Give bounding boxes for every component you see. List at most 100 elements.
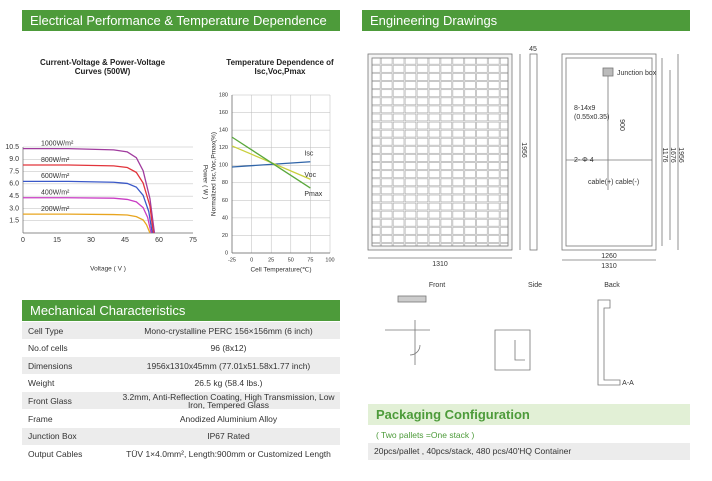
y-tick-label: 80 xyxy=(222,180,228,186)
spec-row: Weight 26.5 kg (58.4 lbs.) xyxy=(22,375,340,392)
drawing-labels: 45 1956 1310 Junction box 8-14x9 (0.55x0… xyxy=(429,46,684,387)
series-label: 200W/m² xyxy=(41,206,70,213)
y-tick-label: 10.5 xyxy=(5,144,19,151)
spec-cell: 96 (8x12) xyxy=(210,343,247,354)
dimension: 1176 xyxy=(661,147,668,162)
section-header: Electrical Performance & Temperature Dep… xyxy=(22,10,340,31)
drawing xyxy=(367,53,679,386)
label: 8-14x9 xyxy=(574,105,596,112)
series-label: 1000W/m² xyxy=(41,140,74,147)
y-tick-label: 1.5 xyxy=(9,218,19,225)
dimension: 45 xyxy=(529,46,537,53)
y-tick-label: 140 xyxy=(219,128,228,134)
y-tick-label: 60 xyxy=(222,198,228,204)
y-tick-label: 3.0 xyxy=(9,205,19,212)
dimension: 900 xyxy=(618,119,625,131)
dimension: 1956 xyxy=(677,147,684,163)
section-header: Packaging Configuration xyxy=(368,404,690,425)
spec-cell: 3.2mm, Anti-Reflection Coating, High Tra… xyxy=(122,391,335,410)
y-tick-label: 120 xyxy=(219,145,228,151)
spec-cell: 1956x1310x45mm (77.01x51.58x1.77 inch) xyxy=(146,360,311,371)
spec-row: Dimensions 1956x1310x45mm (77.01x51.58x1.… xyxy=(22,357,340,375)
y-tick-label: 4.5 xyxy=(9,193,19,200)
packaging-text: 20pcs/pallet , 40pcs/stack, 480 pcs/40'H… xyxy=(368,443,690,460)
dimension: 1310 xyxy=(601,263,617,270)
x-tick-label: 30 xyxy=(87,237,95,244)
spec-row: Cell Type Mono-crystalline PERC 156×156mm… xyxy=(22,322,340,339)
y-tick-label: 160 xyxy=(219,110,228,116)
spec-row: Frame Anodized Aluminium Alloy xyxy=(22,410,340,427)
y-axis-label: Normalized Isc,Voc,Pmax(%) xyxy=(211,132,218,216)
spec-cell: Output Cables xyxy=(28,448,83,459)
x-tick-label: 60 xyxy=(155,237,163,244)
series-line xyxy=(23,197,152,234)
y-tick-label: 40 xyxy=(222,215,228,221)
label: (0.55x0.35) xyxy=(574,114,609,121)
series-line xyxy=(23,147,156,234)
x-tick-label: 50 xyxy=(288,257,294,263)
view-label: Side xyxy=(528,282,542,289)
x-tick-label: 0 xyxy=(21,237,25,244)
series-label: Isc xyxy=(304,151,313,158)
y-tick-label: 9.0 xyxy=(9,156,19,163)
x-tick-label: 75 xyxy=(307,257,313,263)
label: cable(+) cable(-) xyxy=(588,179,639,186)
spec-cell: Junction Box xyxy=(28,431,77,442)
view-label: Back xyxy=(604,282,620,289)
view-label: Front xyxy=(429,282,445,289)
series-label: 800W/m² xyxy=(41,157,70,164)
y-tick-label: 6.0 xyxy=(9,181,19,188)
chart-title: Current-Voltage & Power-Voltage Curves (… xyxy=(39,58,166,76)
spec-cell: 26.5 kg (58.4 lbs.) xyxy=(194,378,263,389)
label: Junction box xyxy=(617,70,657,77)
x-tick-label: -25 xyxy=(228,257,236,263)
spec-row: No.of cells 96 (8x12) xyxy=(22,340,340,357)
spec-row: Output Cables TÜV 1×4.0mm², Length:900mm … xyxy=(22,445,340,462)
y2-axis-label: Power ( W ) xyxy=(201,165,208,199)
spec-cell: Front Glass xyxy=(28,395,72,406)
section-header: Mechanical Characteristics xyxy=(22,300,340,321)
x-axis-label: Cell Temperature(℃) xyxy=(250,267,311,274)
spec-cell: Mono-crystalline PERC 156×156mm (6 inch) xyxy=(144,325,313,336)
x-tick-label: 15 xyxy=(53,237,61,244)
series-line xyxy=(23,164,154,234)
x-tick-label: 45 xyxy=(121,237,129,244)
x-tick-label: 75 xyxy=(189,237,197,244)
spec-cell: Dimensions xyxy=(28,360,73,371)
series-label: 600W/m² xyxy=(41,173,70,180)
packaging-note: ( Two pallets =One stack ) xyxy=(376,430,475,440)
dimension: 1956 xyxy=(520,142,527,158)
x-tick-label: 25 xyxy=(268,257,274,263)
spec-row: Front Glass 3.2mm, Anti-Reflection Coatin… xyxy=(22,391,340,410)
series-line xyxy=(23,180,153,234)
series-label: Voc xyxy=(304,172,316,179)
chart-title: Temperature Dependence of Isc,Voc,Pmax xyxy=(226,58,334,76)
series-label: Pmax xyxy=(304,191,322,198)
view-label: A-A xyxy=(622,380,634,387)
x-tick-label: 0 xyxy=(250,257,253,263)
spec-cell: IP67 Rated xyxy=(207,431,250,442)
section-header: Engineering Drawings xyxy=(362,10,690,31)
y-tick-label: 7.5 xyxy=(9,168,19,175)
series-label: 400W/m² xyxy=(41,190,70,197)
label: 2- Φ 4 xyxy=(574,157,594,164)
y-tick-label: 0 xyxy=(225,250,228,256)
dimension: 1676 xyxy=(669,147,676,163)
y-tick-label: 100 xyxy=(219,163,228,169)
spec-row: Junction Box IP67 Rated xyxy=(22,427,340,445)
spec-cell: Cell Type xyxy=(28,325,64,336)
y-tick-label: 20 xyxy=(222,233,228,239)
series-line xyxy=(231,161,311,168)
spec-cell: No.of cells xyxy=(28,343,68,354)
x-tick-label: 100 xyxy=(325,257,334,263)
y-tick-label: 180 xyxy=(219,92,228,98)
spec-cell: TÜV 1×4.0mm², Length:900mm or Customized… xyxy=(126,448,331,459)
spec-cell: Anodized Aluminium Alloy xyxy=(179,413,278,424)
x-axis-label: Voltage ( V ) xyxy=(90,266,126,273)
dimension: 1260 xyxy=(601,253,617,260)
series-line xyxy=(23,213,151,234)
spec-cell: Weight xyxy=(28,378,55,389)
dimension: 1310 xyxy=(432,261,448,268)
